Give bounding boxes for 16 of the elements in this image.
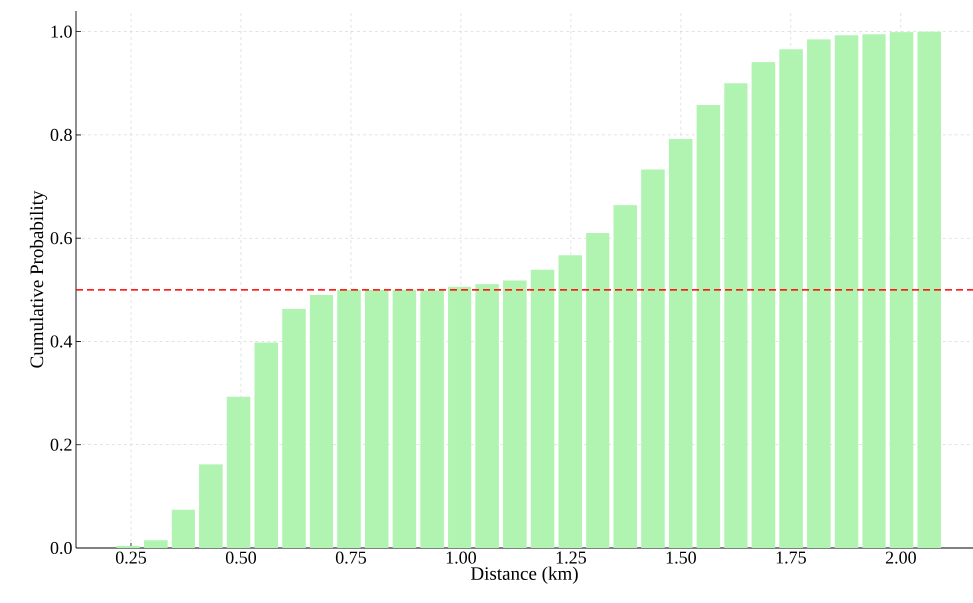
x-tick-label: 1.50 [666,552,696,564]
y-tick-label: 0.4 [50,335,72,348]
y-axis-title: Cumulative Probability [30,190,48,368]
y-tick-label: 1.0 [52,26,72,38]
x-tick-label: 1.75 [776,552,806,564]
y-tick-label: 0.2 [50,438,72,451]
x-tick-label: 2.00 [886,552,916,564]
x-tick-label: 1.00 [446,552,476,564]
x-tick-label: 0.50 [226,552,256,564]
x-axis-title: Distance (km) [470,566,578,584]
x-tick-label: 0.25 [116,552,146,564]
x-tick-label: 0.75 [336,552,366,564]
y-tick-label: 0.8 [50,128,72,142]
y-tick-label: 0.0 [50,542,72,554]
y-tick-label: 0.6 [50,232,72,244]
x-tick-label: 1.25 [556,552,586,564]
